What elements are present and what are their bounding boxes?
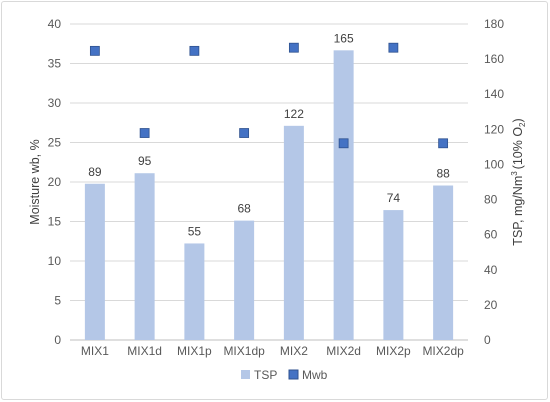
y-axis-right-title-mid: (10% O (511, 127, 525, 170)
legend-swatch-mwb (288, 369, 299, 380)
y-right-tick-label: 140 (484, 87, 504, 101)
bar-tsp (433, 185, 454, 340)
x-tick-label: MIX1p (177, 344, 212, 358)
y-axis-right-title-end: ) (511, 118, 525, 122)
bar-tsp (134, 173, 155, 340)
y-right-tick-label: 60 (484, 228, 498, 242)
data-label-tsp: 88 (436, 167, 450, 181)
y-right-tick-label: 20 (484, 298, 498, 312)
y-right-tick-label: 80 (484, 193, 498, 207)
data-labels: 89 95 55 68 122 165 74 88 (88, 31, 450, 238)
y-right-tick-label: 40 (484, 263, 498, 277)
bar-tsp (234, 220, 255, 340)
legend-label-mwb: Mwb (302, 368, 328, 382)
legend-swatch-tsp (241, 370, 250, 379)
y-left-tick-label: 5 (54, 294, 61, 308)
legend-label-tsp: TSP (254, 368, 277, 382)
bar-tsp (184, 243, 205, 340)
marker-mwb (139, 128, 150, 138)
y-axis-right-title-main: TSP, mg/Nm (511, 176, 525, 246)
x-tick-label: MIX2 (280, 344, 308, 358)
marker-mwb (288, 42, 299, 53)
y-left-tick-label: 15 (48, 215, 62, 229)
bar-tsp (333, 50, 354, 340)
y-left-tick-label: 35 (48, 57, 62, 71)
marker-mwb (338, 138, 349, 149)
bar-tsp (283, 125, 304, 340)
bar-tsp (383, 210, 404, 340)
y-axis-left-title: Moisture wb, % (28, 139, 42, 224)
y-axis-right-title: TSP, mg/Nm3(10% O2) (510, 118, 527, 245)
x-tick-label: MIX2d (326, 344, 361, 358)
y-left-tick-label: 10 (48, 254, 62, 268)
y-axis-right-title-sup: 3 (510, 171, 519, 176)
data-label-tsp: 89 (88, 165, 102, 179)
marker-mwb (189, 45, 200, 56)
ticks: 0 5 10 15 20 25 30 35 40 0 20 40 60 80 100 120 140 160 180… (48, 17, 505, 358)
data-label-tsp: 55 (188, 224, 202, 238)
marker-mwb (239, 128, 250, 138)
x-tick-label: MIX1dp (223, 344, 265, 358)
y-right-tick-label: 0 (484, 333, 491, 347)
x-tick-label: MIX1d (127, 344, 162, 358)
data-label-tsp: 165 (334, 31, 354, 45)
marker-mwb (89, 45, 100, 56)
y-right-tick-label: 160 (484, 52, 504, 66)
bar-tsp (84, 183, 105, 340)
data-label-tsp: 74 (387, 191, 401, 205)
x-tick-label: MIX1 (81, 344, 109, 358)
x-tick-label: MIX2p (376, 344, 411, 358)
marker-mwb (388, 42, 399, 53)
y-right-tick-label: 180 (484, 17, 504, 31)
bars (84, 50, 454, 340)
y-left-tick-label: 40 (48, 17, 62, 31)
gridlines (70, 23, 468, 341)
y-axis-right-title-sub: 2 (518, 122, 527, 127)
y-left-tick-label: 25 (48, 136, 62, 150)
y-left-tick-label: 30 (48, 96, 62, 110)
y-left-tick-label: 20 (48, 175, 62, 189)
data-label-tsp: 68 (237, 202, 251, 216)
data-label-tsp: 122 (284, 107, 304, 121)
y-right-tick-label: 120 (484, 122, 504, 136)
marker-mwb (438, 138, 449, 149)
y-left-tick-label: 0 (54, 333, 61, 347)
x-tick-label: MIX2dp (422, 344, 464, 358)
data-label-tsp: 95 (138, 154, 152, 168)
y-right-tick-label: 100 (484, 157, 504, 171)
legend: TSP Mwb (241, 368, 328, 382)
markers (89, 42, 449, 149)
